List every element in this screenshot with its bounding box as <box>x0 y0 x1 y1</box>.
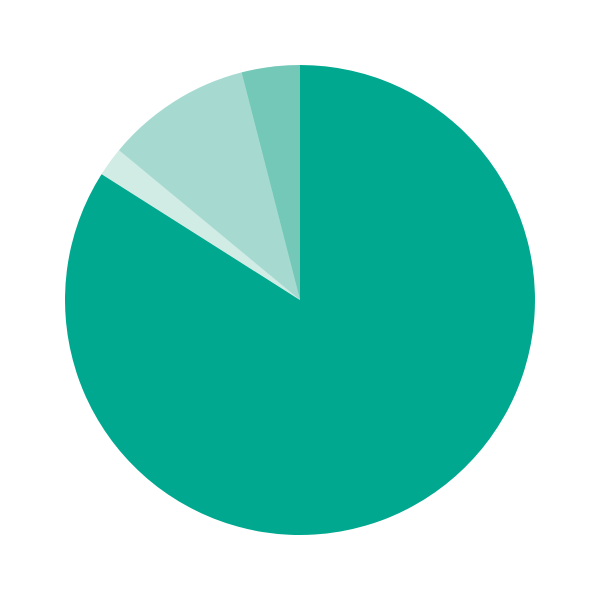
pie-slice-3 <box>241 65 300 300</box>
pie-slice-2 <box>118 72 301 300</box>
pie-slice-0 <box>64 65 535 536</box>
pie-slice-1 <box>101 150 300 300</box>
